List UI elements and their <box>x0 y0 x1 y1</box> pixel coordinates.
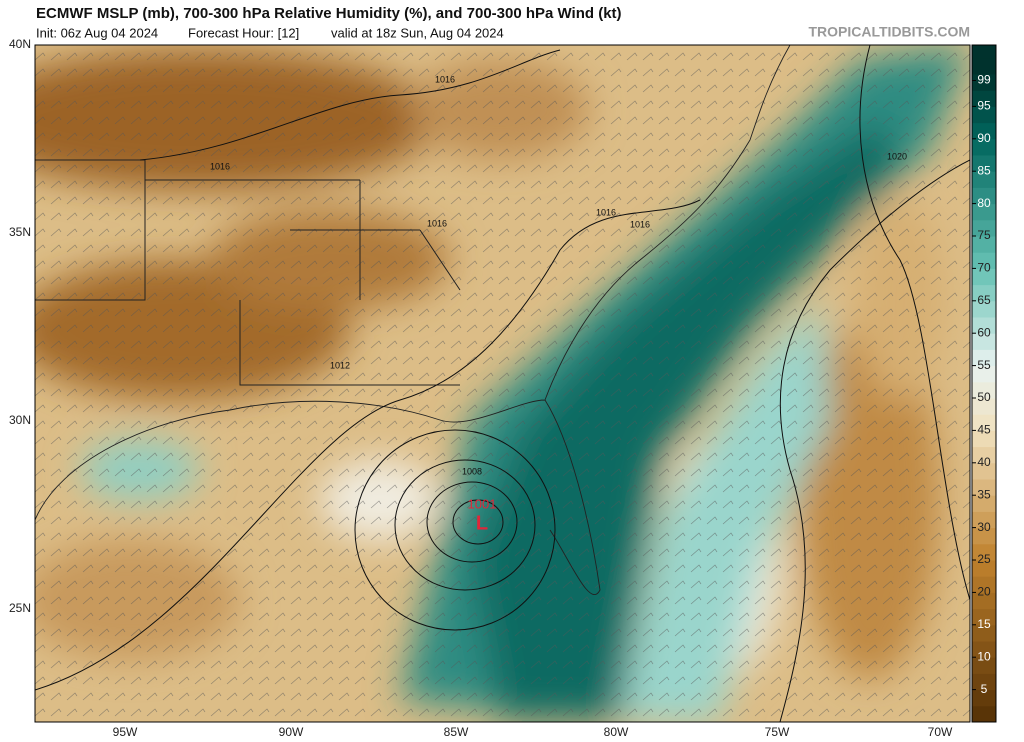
contour-label: 1020 <box>887 151 907 161</box>
forecast-hour: Forecast Hour: [12] <box>188 25 299 40</box>
colorbar-step <box>972 138 996 156</box>
colorbar-step <box>972 236 996 253</box>
colorbar-step <box>972 333 996 350</box>
colorbar-step <box>972 689 996 707</box>
init-time: Init: 06z Aug 04 2024 <box>36 25 158 40</box>
lon-label: 70W <box>928 725 953 739</box>
colorbar-label: 50 <box>977 390 991 404</box>
colorbar-step <box>972 252 996 269</box>
lat-label: 40N <box>9 37 31 51</box>
colorbar-step <box>972 446 996 464</box>
colorbar-label: 90 <box>977 131 991 145</box>
colorbar-step <box>972 57 996 75</box>
colorbar-label: 65 <box>977 293 991 307</box>
colorbar-step <box>972 624 996 642</box>
colorbar-step <box>972 187 996 205</box>
colorbar-label: 30 <box>977 520 991 534</box>
colorbar-step <box>972 462 996 480</box>
colorbar-step <box>972 543 996 561</box>
colorbar-step <box>972 673 996 691</box>
colorbar-step <box>972 576 996 593</box>
colorbar-label: 85 <box>977 163 991 177</box>
colorbar-label: 80 <box>977 196 991 210</box>
colorbar-step <box>972 106 996 124</box>
contour-label: 1016 <box>427 218 447 228</box>
colorbar-step <box>972 381 996 399</box>
colorbar-step <box>972 657 996 674</box>
colorbar-step <box>972 398 996 415</box>
colorbar-label: 15 <box>977 617 991 631</box>
colorbar-label: 40 <box>977 455 991 469</box>
lon-label: 90W <box>279 725 304 739</box>
lat-label: 25N <box>9 601 31 615</box>
colorbar-step <box>972 90 996 107</box>
colorbar-step <box>972 560 996 577</box>
colorbar-step <box>972 430 996 448</box>
colorbar-step <box>972 479 996 496</box>
colorbar-step <box>972 608 996 626</box>
colorbar-label: 99 <box>977 73 991 87</box>
colorbar-step <box>972 74 996 91</box>
colorbar-step <box>972 284 996 302</box>
colorbar-step <box>972 268 996 286</box>
colorbar-step <box>972 349 996 367</box>
contour-label: 1016 <box>630 219 650 229</box>
colorbar-step <box>972 365 996 383</box>
colorbar-label: 35 <box>977 487 991 501</box>
contour-label: 1016 <box>210 161 230 171</box>
colorbar-step <box>972 527 996 545</box>
colorbar: 5 10 15 20 25 30 35 40 45 50 55 60 65 70 75 80 85 90 95 99 <box>971 44 997 723</box>
colorbar-step <box>972 511 996 529</box>
colorbar-step <box>972 203 996 221</box>
colorbar-step <box>972 317 996 334</box>
colorbar-step <box>972 414 996 431</box>
contour-label: 1008 <box>462 466 482 476</box>
lon-label: 75W <box>765 725 790 739</box>
valid-time: valid at 18z Sun, Aug 04 2024 <box>331 25 504 40</box>
colorbar-step <box>972 122 996 140</box>
contour-label: 1016 <box>596 207 616 217</box>
lat-label: 30N <box>9 413 31 427</box>
colorbar-step <box>972 705 996 723</box>
colorbar-step <box>972 171 996 188</box>
colorbar-frame <box>971 44 997 723</box>
map-frame <box>34 44 971 723</box>
colorbar-label: 20 <box>977 585 991 599</box>
colorbar-label: 45 <box>977 423 991 437</box>
colorbar-step <box>972 300 996 318</box>
colorbar-step <box>972 592 996 610</box>
colorbar-step <box>972 495 996 512</box>
colorbar-step <box>972 641 996 658</box>
lon-label: 85W <box>444 725 469 739</box>
lon-label: 80W <box>604 725 629 739</box>
contour-label: 1012 <box>330 360 350 370</box>
colorbar-label: 5 <box>981 682 988 696</box>
title: ECMWF MSLP (mb), 700-300 hPa Relative Hu… <box>36 5 622 22</box>
colorbar-label: 70 <box>977 261 991 275</box>
colorbar-label: 75 <box>977 228 991 242</box>
watermark: TROPICALTIDBITS.COM <box>808 24 970 40</box>
map-field: 1016 1016 1016 1016 1016 1012 1008 1020 … <box>35 45 970 722</box>
colorbar-label: 95 <box>977 99 991 113</box>
low-pressure-value: 1001 <box>468 496 497 511</box>
lat-label: 35N <box>9 225 31 239</box>
colorbar-step <box>972 155 996 172</box>
colorbar-step <box>972 45 996 59</box>
low-marker: L <box>476 512 488 534</box>
colorbar-step <box>972 219 996 237</box>
lon-label: 95W <box>113 725 138 739</box>
colorbar-label: 55 <box>977 358 991 372</box>
colorbar-label: 60 <box>977 325 991 339</box>
colorbar-label: 10 <box>977 649 991 663</box>
contour-label: 1016 <box>435 74 455 84</box>
colorbar-label: 25 <box>977 552 991 566</box>
